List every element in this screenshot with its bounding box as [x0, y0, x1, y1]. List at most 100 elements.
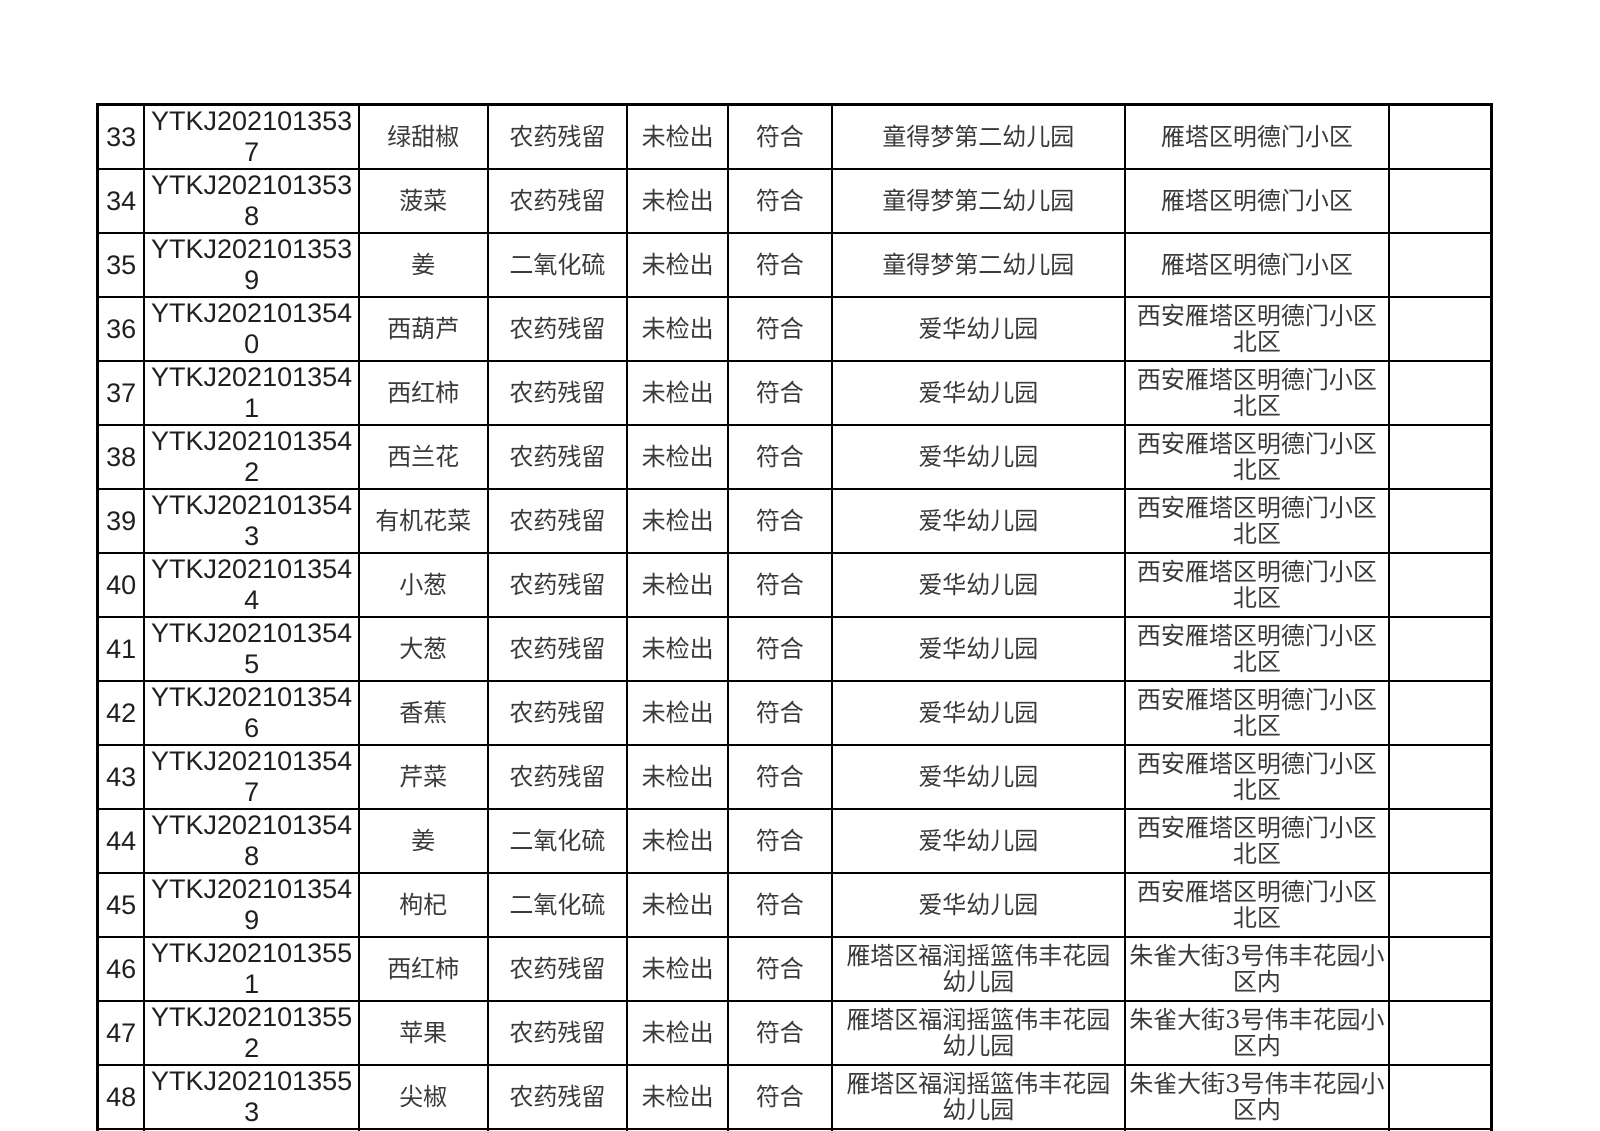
cell-test-result: 未检出: [626, 1128, 729, 1131]
table-row: 34 YTKJ2021013538 菠菜 农药残留 未检出 符合 童得梦第二幼儿园 雁塔区明德…: [96, 168, 1493, 234]
table-row: 38 YTKJ2021013542 西兰花 农药残留 未检出 符合 爱华幼儿园 西安雁塔区明德…: [96, 424, 1493, 490]
table-row: 43 YTKJ2021013547 芹菜 农药残留 未检出 符合 爱华幼儿园 西安雁塔区明德门…: [96, 744, 1493, 810]
cell-row-no: 36: [96, 296, 146, 362]
cell-sampling-unit: 爱华幼儿园: [830, 872, 1126, 938]
cell-test-item: 农药残留: [486, 168, 629, 234]
cell-row-no: 45: [96, 872, 146, 938]
table-row: 47 YTKJ2021013552 苹果 农药残留 未检出 符合 雁塔区福润摇篮伟丰花园幼儿…: [96, 1000, 1493, 1066]
cell-sampling-unit: 雁塔区福润摇篮伟丰花园幼儿园: [830, 1128, 1126, 1131]
cell-unit-address: 西安雁塔区明德门小区北区: [1123, 552, 1390, 618]
cell-test-item: 二氧化硫: [486, 808, 629, 874]
cell-remark: [1387, 424, 1493, 490]
cell-test-result: 未检出: [626, 616, 729, 682]
cell-sampling-unit: 童得梦第二幼儿园: [830, 232, 1126, 298]
cell-test-result: 未检出: [626, 680, 729, 746]
cell-row-no: 33: [96, 103, 146, 170]
cell-row-no: 34: [96, 168, 146, 234]
cell-test-item: 二氧化硫: [486, 872, 629, 938]
cell-row-no: 41: [96, 616, 146, 682]
cell-test-result: 未检出: [626, 488, 729, 554]
cell-row-no: 44: [96, 808, 146, 874]
cell-unit-address: 西安雁塔区明德门小区北区: [1123, 296, 1390, 362]
cell-sample-name: 尖椒: [357, 1064, 489, 1130]
cell-unit-address: 西安雁塔区明德门小区北区: [1123, 616, 1390, 682]
cell-sampling-unit: 爱华幼儿园: [830, 552, 1126, 618]
cell-conclusion: 符合: [726, 744, 833, 810]
cell-remark: [1387, 744, 1493, 810]
cell-remark: [1387, 1000, 1493, 1066]
cell-conclusion: 符合: [726, 680, 833, 746]
cell-sampling-unit: 童得梦第二幼儿园: [830, 103, 1126, 170]
cell-unit-address: 朱雀大街3号伟丰花园小区内: [1123, 1128, 1390, 1131]
cell-sample-id: YTKJ2021013539: [143, 232, 360, 298]
cell-row-no: 47: [96, 1000, 146, 1066]
cell-sample-name: 芹菜: [357, 744, 489, 810]
cell-unit-address: 雁塔区明德门小区: [1123, 232, 1390, 298]
cell-sample-id: YTKJ2021013544: [143, 552, 360, 618]
cell-remark: [1387, 168, 1493, 234]
cell-conclusion: 符合: [726, 936, 833, 1002]
cell-conclusion: 符合: [726, 872, 833, 938]
cell-conclusion: 符合: [726, 808, 833, 874]
cell-test-result: 未检出: [626, 872, 729, 938]
cell-test-result: 未检出: [626, 808, 729, 874]
cell-row-no: 48: [96, 1064, 146, 1130]
cell-test-item: 农药残留: [486, 1128, 629, 1131]
cell-sample-id: YTKJ2021013553: [143, 1064, 360, 1130]
cell-test-result: 未检出: [626, 296, 729, 362]
cell-test-result: 未检出: [626, 1064, 729, 1130]
table-row: 33 YTKJ2021013537 绿甜椒 农药残留 未检出 符合 童得梦第二幼儿园 雁塔区明…: [96, 103, 1493, 170]
cell-row-no: 39: [96, 488, 146, 554]
cell-unit-address: 西安雁塔区明德门小区北区: [1123, 488, 1390, 554]
table-row: 40 YTKJ2021013544 小葱 农药残留 未检出 符合 爱华幼儿园 西安雁塔区明德门…: [96, 552, 1493, 618]
cell-sampling-unit: 雁塔区福润摇篮伟丰花园幼儿园: [830, 1000, 1126, 1066]
table-row: 39 YTKJ2021013543 有机花菜 农药残留 未检出 符合 爱华幼儿园 西安雁塔区明…: [96, 488, 1493, 554]
cell-test-item: 农药残留: [486, 103, 629, 170]
cell-test-item: 农药残留: [486, 616, 629, 682]
cell-unit-address: 西安雁塔区明德门小区北区: [1123, 424, 1390, 490]
cell-remark: [1387, 488, 1493, 554]
cell-sample-name: 西红柿: [357, 936, 489, 1002]
cell-row-no: 49: [96, 1128, 146, 1131]
cell-sample-name: 西葫芦: [357, 296, 489, 362]
cell-sample-name: 苹果: [357, 1000, 489, 1066]
table-row: 48 YTKJ2021013553 尖椒 农药残留 未检出 符合 雁塔区福润摇篮伟丰花园幼儿…: [96, 1064, 1493, 1130]
cell-remark: [1387, 232, 1493, 298]
cell-unit-address: 朱雀大街3号伟丰花园小区内: [1123, 1064, 1390, 1130]
table-row: 49YTKJ2021013554香菜农药残留未检出符合雁塔区福润摇篮伟丰花园幼儿…: [96, 1128, 1493, 1131]
cell-sample-id: YTKJ2021013548: [143, 808, 360, 874]
cell-sampling-unit: 爱华幼儿园: [830, 488, 1126, 554]
cell-test-item: 农药残留: [486, 744, 629, 810]
cell-conclusion: 符合: [726, 552, 833, 618]
table-row: 41 YTKJ2021013545 大葱 农药残留 未检出 符合 爱华幼儿园 西安雁塔区明德门…: [96, 616, 1493, 682]
cell-remark: [1387, 808, 1493, 874]
cell-remark: [1387, 1064, 1493, 1130]
table-body: 33 YTKJ2021013537 绿甜椒 农药残留 未检出 符合 童得梦第二幼儿园 雁塔区明…: [96, 103, 1493, 1131]
cell-sample-id: YTKJ2021013541: [143, 360, 360, 426]
cell-remark: [1387, 936, 1493, 1002]
cell-unit-address: 雁塔区明德门小区: [1123, 168, 1390, 234]
cell-test-result: 未检出: [626, 424, 729, 490]
cell-sample-name: 小葱: [357, 552, 489, 618]
cell-test-result: 未检出: [626, 936, 729, 1002]
table-row: 44 YTKJ2021013548 姜二氧化硫 未检出 符合 爱华幼儿园 西安雁塔区明德门小…: [96, 808, 1493, 874]
cell-sample-id: YTKJ2021013545: [143, 616, 360, 682]
table-row: 46 YTKJ2021013551 西红柿 农药残留 未检出 符合 雁塔区福润摇篮伟丰花园幼…: [96, 936, 1493, 1002]
cell-row-no: 43: [96, 744, 146, 810]
cell-sample-name: 大葱: [357, 616, 489, 682]
cell-sample-id: YTKJ2021013546: [143, 680, 360, 746]
cell-conclusion: 符合: [726, 296, 833, 362]
cell-unit-address: 雁塔区明德门小区: [1123, 103, 1390, 170]
cell-sample-id: YTKJ2021013540: [143, 296, 360, 362]
cell-test-result: 未检出: [626, 103, 729, 170]
cell-remark: [1387, 680, 1493, 746]
cell-conclusion: 符合: [726, 424, 833, 490]
cell-remark: [1387, 616, 1493, 682]
table-row: 45 YTKJ2021013549 枸杞 二氧化硫 未检出 符合 爱华幼儿园 西安雁塔区明德门…: [96, 872, 1493, 938]
cell-remark: [1387, 552, 1493, 618]
cell-row-no: 37: [96, 360, 146, 426]
cell-remark: [1387, 360, 1493, 426]
cell-sampling-unit: 爱华幼儿园: [830, 808, 1126, 874]
cell-sampling-unit: 爱华幼儿园: [830, 680, 1126, 746]
